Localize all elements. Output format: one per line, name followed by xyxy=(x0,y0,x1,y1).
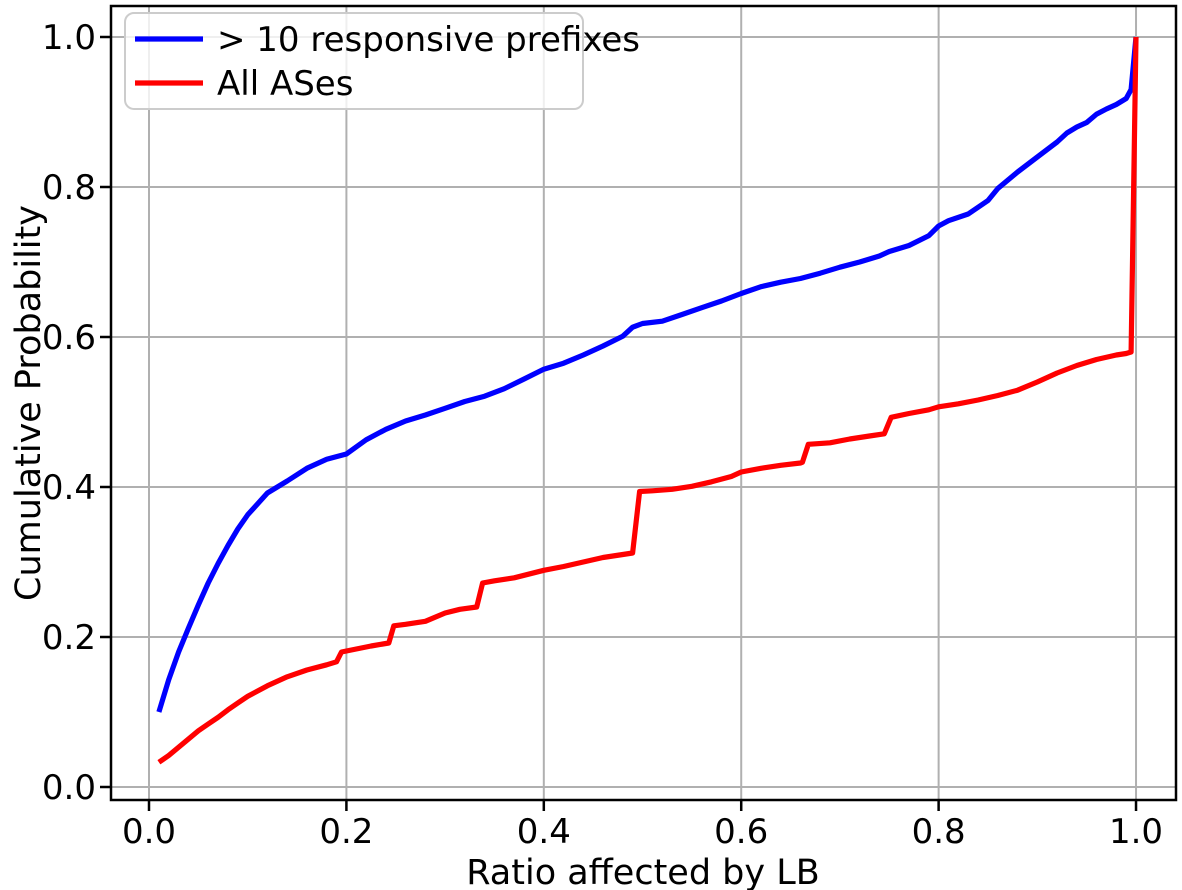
legend: > 10 responsive prefixes All ASes xyxy=(124,12,640,110)
x-tick-label: 0.8 xyxy=(912,812,966,852)
y-axis-label: Cumulative Probability xyxy=(9,205,49,601)
legend-label-all-ases: All ASes xyxy=(217,64,353,104)
x-tick-label: 0.6 xyxy=(714,812,768,852)
x-axis-label: Ratio affected by LB xyxy=(466,853,820,890)
y-tick-label: 0.2 xyxy=(42,618,96,658)
tick-layer: 0.0 0.2 0.4 0.6 0.8 1.0 0.0 0.2 0.4 0.6 0.8 1.0 xyxy=(42,18,1163,852)
plot-area xyxy=(111,6,1176,800)
y-tick-label: 0.0 xyxy=(42,768,96,808)
y-tick-label: 0.6 xyxy=(42,318,96,358)
series-line-responsive-prefixes xyxy=(156,36,1139,713)
x-tick-label: 0.4 xyxy=(517,812,571,852)
legend-box xyxy=(124,12,584,110)
plot-border xyxy=(109,4,1178,802)
x-tick-label: 0.2 xyxy=(319,812,373,852)
x-tick-label: 1.0 xyxy=(1109,812,1163,852)
series-layer xyxy=(156,36,1139,765)
y-tick-label: 0.4 xyxy=(42,468,96,508)
y-tick-label: 1.0 xyxy=(42,18,96,58)
x-tick-label: 0.0 xyxy=(122,812,176,852)
series-line-all-ases xyxy=(157,36,1139,765)
y-tick-label: 0.8 xyxy=(42,168,96,208)
legend-label-responsive-prefixes: > 10 responsive prefixes xyxy=(217,20,640,60)
